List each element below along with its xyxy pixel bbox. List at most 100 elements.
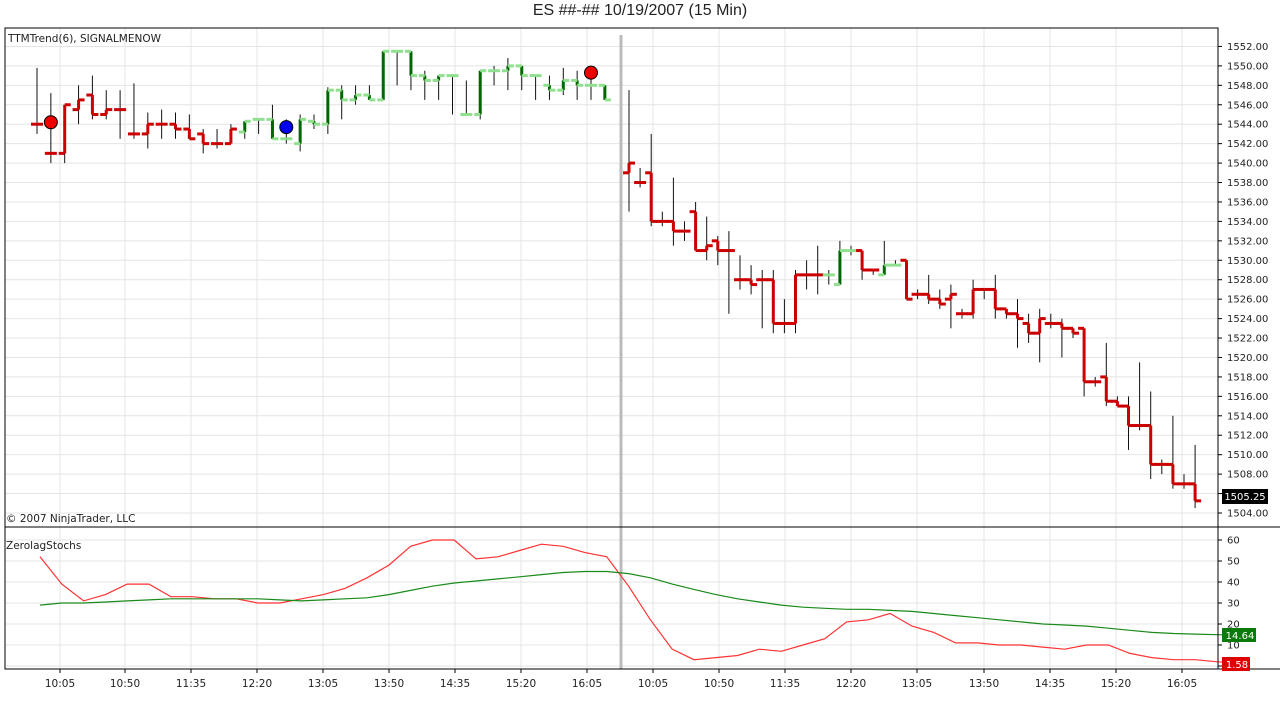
ohlc-bar	[678, 221, 691, 241]
ohlc-bar	[778, 299, 791, 334]
ohlc-bar	[811, 245, 824, 295]
ohlc-bar	[460, 80, 473, 116]
stoch-label: ZerolagStochs	[6, 540, 81, 552]
time-tick-label: 15:20	[1101, 678, 1131, 690]
sell-signal-dot	[584, 65, 598, 80]
ohlc-bar	[197, 129, 210, 154]
price-tick-label: 1546.00	[1227, 100, 1268, 111]
ohlc-bar	[756, 270, 769, 329]
stoch-green-badge: 14.64	[1222, 628, 1256, 642]
ohlc-bar	[335, 85, 348, 120]
time-tick-label: 10:05	[45, 678, 75, 690]
ohlc-bar	[1067, 326, 1079, 339]
ohlc-bar	[789, 270, 802, 334]
time-tick-label: 16:05	[572, 678, 602, 690]
signal-markers	[43, 65, 598, 135]
last-price-badge: 1505.25	[1222, 489, 1268, 504]
ohlc-bar	[833, 240, 846, 287]
copyright-label: © 2007 NinjaTrader, LLC	[6, 513, 135, 525]
sell-signal-dot	[43, 115, 58, 130]
ohlc-bar	[1155, 459, 1168, 475]
price-tick-label: 1522.00	[1227, 334, 1268, 345]
price-tick-label: 1542.00	[1227, 139, 1268, 150]
ohlc-bar	[571, 70, 584, 100]
stoch-tick-label: 10	[1227, 641, 1240, 652]
ohlc-bar	[183, 114, 196, 141]
ohlc-bar	[967, 279, 980, 319]
ohlc-bar	[845, 245, 857, 256]
ohlc-bar	[127, 83, 140, 139]
ohlc-bar	[1122, 396, 1135, 450]
ohlc-bar	[1166, 415, 1179, 489]
ohlc-bar	[745, 265, 758, 295]
price-bars	[31, 49, 1202, 509]
ohlc-bar	[656, 211, 669, 227]
ohlc-bar	[623, 90, 635, 212]
ohlc-bar	[58, 103, 71, 164]
stoch-red-badge: 1.58	[1222, 657, 1250, 671]
time-tick-label: 13:50	[374, 678, 404, 690]
ohlc-bar	[432, 74, 445, 100]
ohlc-bar	[1011, 299, 1024, 348]
ohlc-bar	[900, 258, 913, 301]
time-tick-label: 12:20	[242, 678, 272, 690]
stoch-tick-label: 50	[1227, 557, 1240, 568]
stoch-line	[39, 539, 1240, 664]
ohlc-bar	[238, 119, 251, 139]
price-tick-label: 1508.00	[1227, 470, 1268, 481]
buy-signal-dot	[279, 120, 294, 135]
price-tick-label: 1514.00	[1227, 411, 1268, 422]
price-tick-label: 1540.00	[1227, 159, 1268, 170]
stoch-tick-label: 60	[1227, 536, 1240, 547]
ohlc-bar	[349, 85, 362, 105]
ohlc-bar	[155, 109, 168, 139]
time-tick-label: 14:35	[440, 678, 470, 690]
ohlc-bar	[598, 83, 611, 102]
ohlc-bar	[689, 201, 702, 253]
stoch-signal-line	[39, 570, 1240, 636]
chart-title: ES ##-## 10/19/2007 (15 Min)	[532, 2, 748, 19]
ohlc-bar	[1178, 474, 1190, 489]
ohlc-bar	[1000, 307, 1013, 319]
ohlc-bar	[956, 308, 968, 319]
ohlc-bar	[404, 49, 417, 91]
price-tick-label: 1538.00	[1227, 178, 1268, 189]
time-tick-label: 11:35	[176, 678, 206, 690]
time-tick-label: 13:50	[969, 678, 999, 690]
ohlc-bar	[734, 255, 746, 290]
price-tick-label: 1518.00	[1227, 372, 1268, 383]
ohlc-bar	[1055, 318, 1068, 358]
price-tick-label: 1530.00	[1227, 256, 1268, 267]
ohlc-bar	[822, 270, 835, 285]
ohlc-bar	[515, 64, 528, 91]
ohlc-bar	[722, 231, 735, 314]
ohlc-bar	[418, 70, 431, 100]
ohlc-bar	[989, 274, 1002, 319]
price-tick-label: 1532.00	[1227, 236, 1268, 247]
stoch-tick-label: 40	[1227, 578, 1240, 589]
price-tick-label: 1550.00	[1227, 61, 1268, 72]
stoch-lines	[39, 539, 1240, 664]
ohlc-bar	[266, 104, 279, 141]
price-tick-label: 1512.00	[1227, 431, 1268, 442]
ohlc-bar	[856, 249, 869, 280]
stoch-green-text: 14.64	[1226, 631, 1255, 642]
ohlc-bar	[31, 67, 43, 134]
indicator-label: TTMTrend(6), SIGNALMENOW	[7, 33, 162, 45]
ohlc-bar	[100, 90, 113, 120]
ohlc-bar	[1033, 308, 1046, 363]
price-grid	[5, 28, 1218, 527]
time-axis: 10:05 10:50 11:35 12:20 13:05 13:50 14:35 15:20…	[45, 669, 1197, 690]
ohlc-bar	[711, 235, 724, 266]
price-tick-label: 1548.00	[1227, 81, 1268, 92]
price-tick-label: 1534.00	[1227, 217, 1268, 228]
time-tick-label: 13:05	[308, 678, 338, 690]
ohlc-bar	[169, 112, 182, 139]
ohlc-bar	[543, 75, 556, 100]
stoch-grid	[5, 527, 1218, 669]
ohlc-bar	[911, 289, 924, 300]
ohlc-bar	[308, 114, 320, 130]
time-tick-label: 16:05	[1167, 678, 1197, 690]
